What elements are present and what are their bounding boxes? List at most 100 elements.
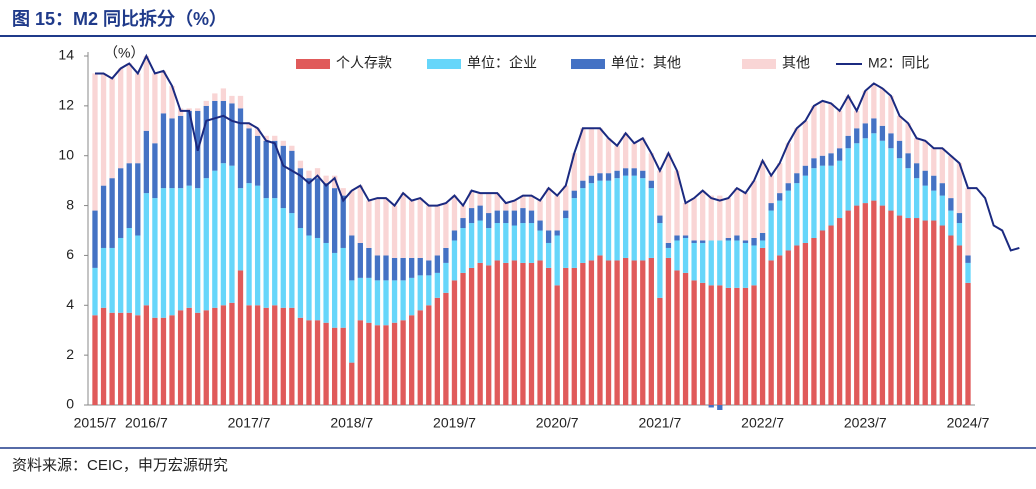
bar xyxy=(126,163,132,229)
bar xyxy=(340,327,346,405)
bar xyxy=(665,242,672,248)
bar xyxy=(297,317,304,405)
bar xyxy=(879,88,886,126)
bar xyxy=(537,260,543,405)
bar xyxy=(169,188,175,316)
bar xyxy=(494,260,500,405)
bar xyxy=(100,73,107,186)
bar xyxy=(220,100,227,164)
bar xyxy=(871,200,877,405)
bar xyxy=(126,228,132,313)
bar xyxy=(263,135,269,141)
x-tick-label: 2024/7 xyxy=(947,415,990,431)
bar xyxy=(674,240,680,271)
bar xyxy=(759,247,766,405)
bar xyxy=(152,317,158,405)
bar xyxy=(862,90,868,124)
bar xyxy=(802,165,809,176)
bar xyxy=(92,73,98,211)
bar xyxy=(794,128,800,174)
bar xyxy=(246,128,252,184)
bar xyxy=(229,302,235,405)
bar xyxy=(871,118,877,134)
bar xyxy=(323,322,329,405)
legend-swatch xyxy=(296,59,330,69)
bar xyxy=(845,95,851,136)
bar xyxy=(537,230,543,261)
bar xyxy=(759,232,766,241)
bar xyxy=(580,128,586,181)
bar xyxy=(280,307,286,405)
bar xyxy=(777,200,783,256)
bar xyxy=(152,143,158,199)
bar xyxy=(417,310,423,405)
bar xyxy=(725,237,732,241)
bar xyxy=(468,208,475,224)
bar xyxy=(366,247,372,278)
bar xyxy=(879,205,886,405)
bar xyxy=(143,305,150,405)
bar xyxy=(366,277,372,323)
y-tick-label: 10 xyxy=(58,146,74,162)
bar xyxy=(674,235,680,241)
bar xyxy=(537,220,543,231)
bar xyxy=(246,183,252,306)
bar xyxy=(828,225,834,405)
bar xyxy=(956,213,963,224)
bar xyxy=(605,173,612,181)
bar xyxy=(657,215,663,224)
bar xyxy=(759,160,766,233)
bar xyxy=(785,190,791,251)
legend-label: M2：同比 xyxy=(868,55,929,71)
bar xyxy=(811,237,817,405)
bar xyxy=(511,210,518,226)
bar xyxy=(357,320,363,405)
bar xyxy=(417,257,423,276)
bar xyxy=(520,208,526,224)
bar xyxy=(169,118,175,189)
bar xyxy=(563,267,569,405)
bar xyxy=(854,110,860,129)
bar xyxy=(92,267,98,316)
bar xyxy=(811,158,817,169)
bar xyxy=(177,310,184,405)
bar xyxy=(143,56,150,131)
bar xyxy=(357,242,363,278)
bar xyxy=(331,327,338,405)
bar xyxy=(708,195,714,241)
bar xyxy=(871,133,877,201)
bar xyxy=(314,320,321,405)
bar xyxy=(135,315,141,405)
bar xyxy=(118,312,124,405)
bar xyxy=(554,285,560,405)
x-tick-label: 2016/7 xyxy=(125,415,168,431)
bar xyxy=(657,223,663,298)
bar xyxy=(665,153,672,243)
bar xyxy=(751,285,757,405)
bar xyxy=(451,195,458,231)
bar xyxy=(212,93,218,101)
bar xyxy=(314,237,321,321)
bar xyxy=(357,185,363,243)
bar xyxy=(896,158,903,216)
bar xyxy=(545,242,552,268)
bar xyxy=(888,133,894,149)
bar xyxy=(931,175,937,191)
bar xyxy=(349,362,355,405)
bar xyxy=(597,255,603,405)
bar xyxy=(605,180,612,261)
legend-label: 个人存款 xyxy=(336,55,392,71)
bar xyxy=(836,218,843,405)
bar xyxy=(691,198,697,241)
bar xyxy=(854,143,860,206)
bar xyxy=(691,280,697,405)
bar xyxy=(109,247,115,313)
bar xyxy=(152,73,158,144)
bar xyxy=(503,223,509,263)
bar xyxy=(460,228,466,273)
bar xyxy=(152,198,158,318)
bar xyxy=(434,255,441,273)
bar xyxy=(203,310,209,405)
bar xyxy=(854,205,860,405)
